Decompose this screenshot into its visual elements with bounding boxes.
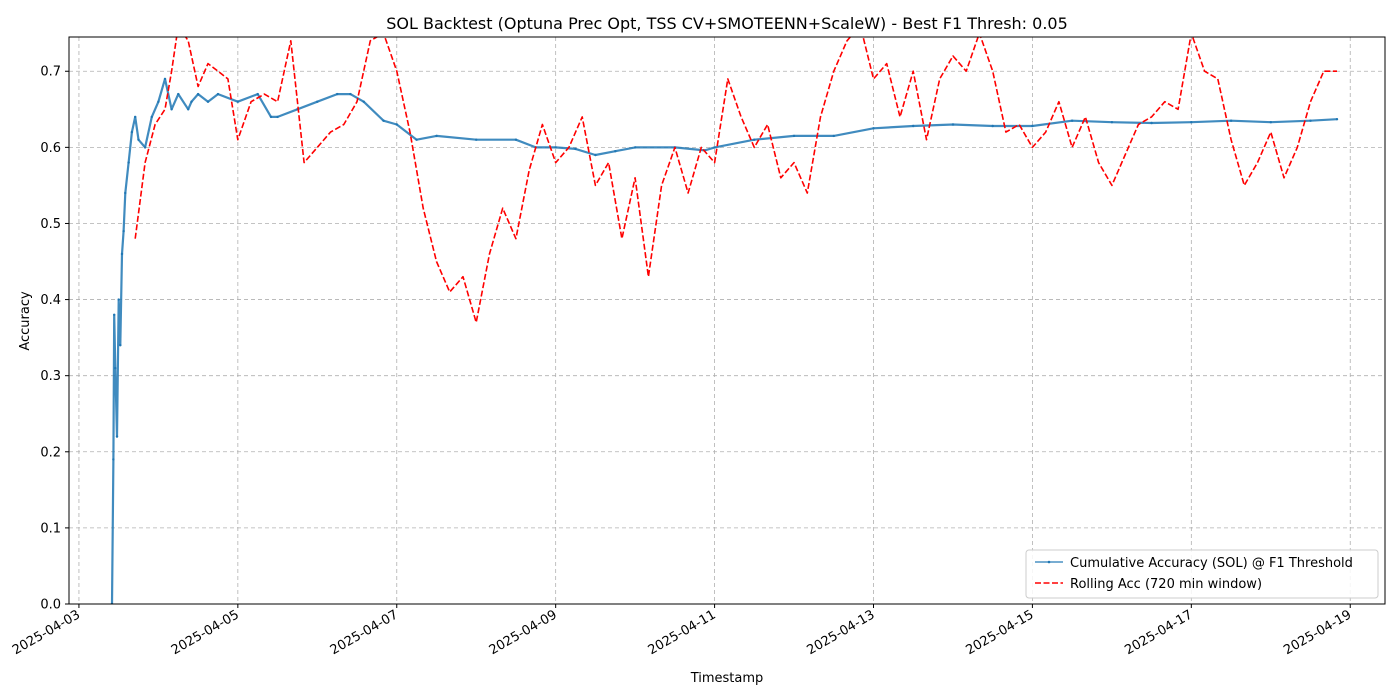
- data-point-cumulative: [190, 100, 193, 103]
- legend: Cumulative Accuracy (SOL) @ F1 Threshold…: [1025, 549, 1379, 599]
- data-point-cumulative: [1110, 121, 1114, 124]
- data-point-cumulative: [114, 366, 117, 370]
- gridlines: [69, 37, 1385, 605]
- data-point-cumulative: [119, 344, 122, 347]
- data-point-cumulative: [633, 146, 637, 149]
- legend-label-rolling: Rolling Acc (720 min window): [1070, 577, 1262, 592]
- data-point-cumulative: [1335, 118, 1339, 121]
- data-point-cumulative: [362, 100, 365, 103]
- data-point-cumulative: [614, 150, 617, 153]
- y-tick-label: 0.4: [40, 293, 61, 308]
- data-point-cumulative: [1309, 119, 1312, 122]
- data-point-cumulative: [435, 134, 438, 138]
- data-point-cumulative: [122, 229, 125, 233]
- data-point-cumulative: [113, 313, 116, 316]
- data-point-cumulative: [395, 123, 398, 126]
- series-layer: [110, 37, 1339, 604]
- data-point-cumulative: [127, 161, 130, 164]
- data-point-cumulative: [157, 100, 160, 103]
- data-point-cumulative: [713, 146, 716, 149]
- data-point-cumulative: [170, 108, 173, 111]
- data-point-cumulative: [1269, 121, 1273, 124]
- data-point-cumulative: [130, 130, 134, 134]
- legend-label-cumulative: Cumulative Accuracy (SOL) @ F1 Threshold: [1070, 556, 1353, 571]
- data-point-cumulative: [163, 77, 167, 81]
- series-line-rolling-accuracy: [134, 37, 1337, 324]
- y-tick-label: 0.3: [40, 369, 61, 384]
- y-tick-label: 0.1: [40, 521, 61, 536]
- data-point-cumulative: [117, 298, 120, 301]
- data-point-cumulative: [554, 146, 557, 149]
- data-point-cumulative: [1070, 119, 1074, 122]
- data-point-cumulative: [475, 138, 478, 141]
- data-point-cumulative: [594, 153, 597, 157]
- data-point-cumulative: [872, 127, 875, 130]
- data-point-cumulative: [236, 100, 239, 103]
- data-point-cumulative: [792, 134, 796, 138]
- data-point-cumulative: [1190, 121, 1193, 124]
- data-point-cumulative: [574, 147, 577, 151]
- data-point-cumulative: [134, 115, 137, 119]
- plot-frame: [68, 36, 1386, 605]
- data-point-cumulative: [269, 115, 273, 119]
- data-point-cumulative: [349, 92, 352, 96]
- data-point-cumulative: [150, 115, 153, 119]
- legend-marker-cumulative: [1047, 560, 1051, 564]
- chart-title: SOL Backtest (Optuna Prec Opt, TSS CV+SM…: [386, 14, 1068, 33]
- data-point-cumulative: [120, 252, 124, 256]
- y-tick-label: 0.2: [40, 445, 61, 460]
- data-point-cumulative: [951, 123, 955, 126]
- y-axis-label: Accuracy: [18, 291, 33, 351]
- data-point-cumulative: [196, 92, 200, 96]
- data-point-cumulative: [382, 119, 385, 122]
- data-point-cumulative: [206, 100, 210, 103]
- data-point-cumulative: [256, 92, 259, 96]
- data-point-cumulative: [177, 92, 180, 96]
- data-point-cumulative: [912, 124, 915, 128]
- data-point-cumulative: [316, 100, 319, 103]
- data-point-cumulative: [415, 138, 418, 141]
- data-point-cumulative: [112, 458, 115, 461]
- y-tick-label: 0.7: [40, 65, 61, 80]
- y-tick-label: 0.0: [40, 598, 61, 613]
- data-point-cumulative: [832, 134, 835, 138]
- y-tick-label: 0.5: [40, 217, 61, 232]
- data-point-cumulative: [124, 191, 127, 195]
- legend-box: [1025, 549, 1379, 599]
- data-point-cumulative: [143, 146, 147, 149]
- data-point-cumulative: [137, 138, 140, 141]
- data-point-cumulative: [187, 108, 190, 111]
- data-point-cumulative: [1150, 121, 1153, 125]
- data-point-cumulative: [216, 92, 220, 96]
- data-point-cumulative: [991, 124, 994, 128]
- x-axis-label: Timestamp: [690, 671, 764, 686]
- data-point-cumulative: [1229, 119, 1233, 122]
- data-point-cumulative: [1031, 124, 1034, 128]
- data-point-cumulative: [336, 92, 339, 96]
- y-tick-label: 0.6: [40, 141, 61, 156]
- data-point-cumulative: [115, 435, 119, 438]
- data-point-cumulative: [276, 115, 279, 119]
- data-point-cumulative: [514, 138, 518, 141]
- y-axis-ticks: 0.0 0.1 0.2 0.3 0.4 0.5 0.6 0.7: [40, 65, 69, 613]
- data-point-cumulative: [753, 138, 756, 141]
